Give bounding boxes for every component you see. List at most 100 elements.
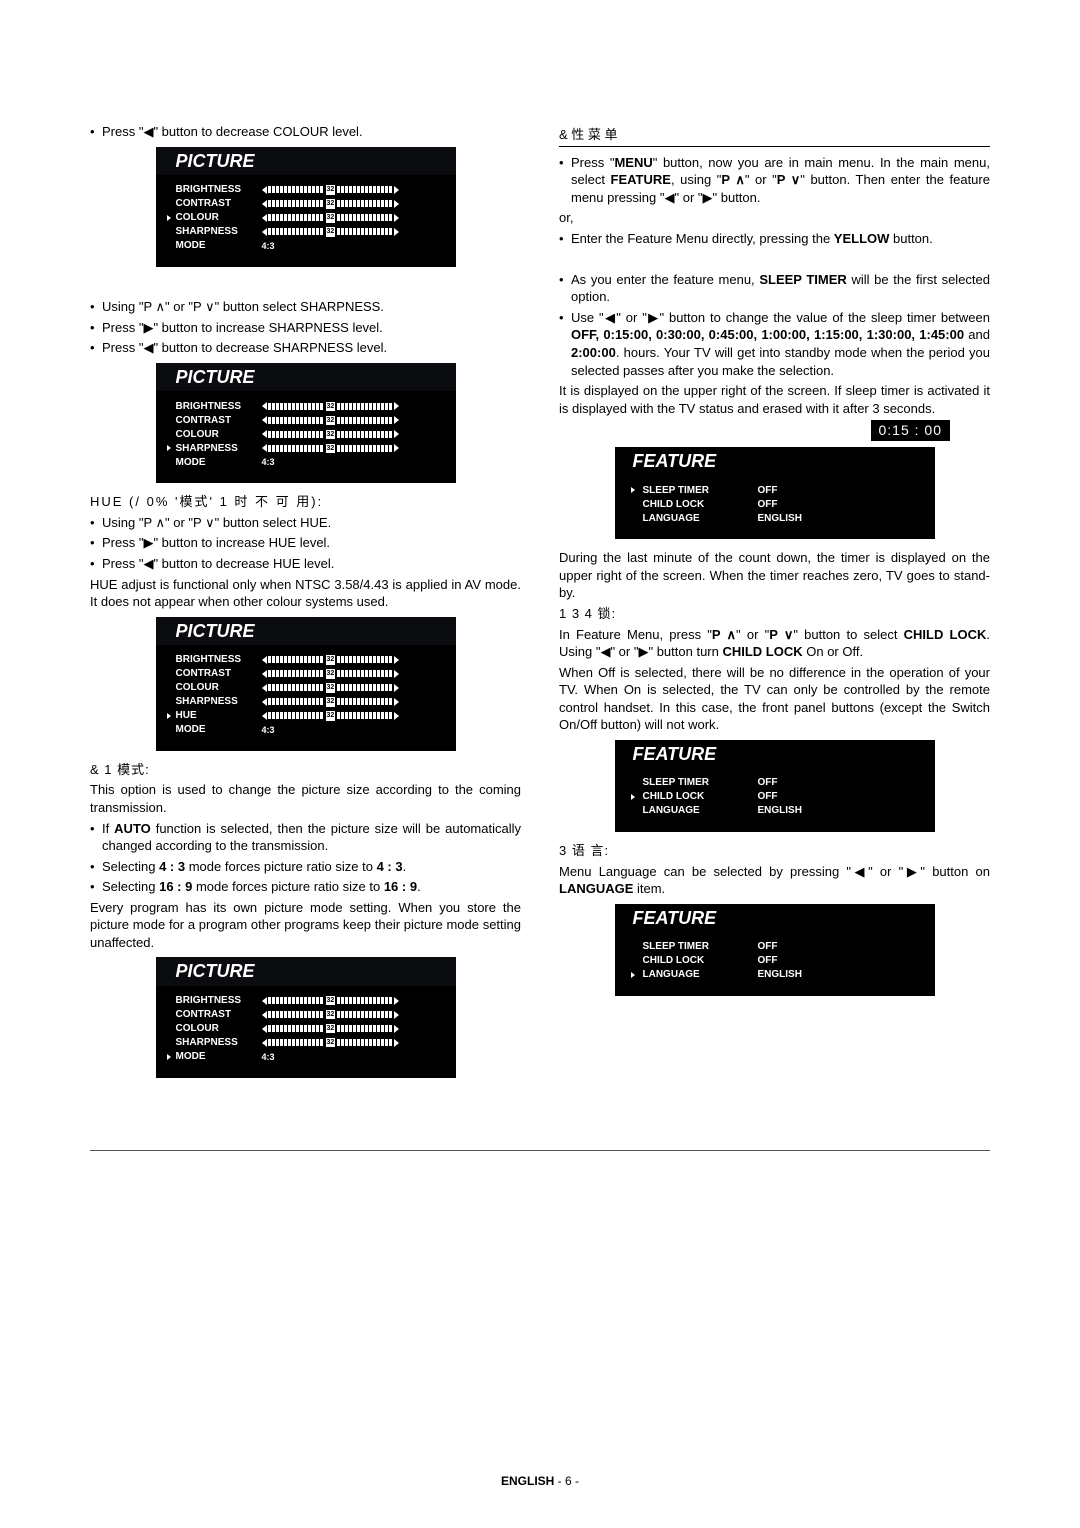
osd-row: COLOUR32 — [168, 681, 444, 695]
osd-title: PICTURE — [156, 957, 456, 985]
osd-label: SLEEP TIMER — [643, 940, 758, 954]
osd-title: FEATURE — [615, 447, 935, 475]
osd-title: FEATURE — [615, 740, 935, 768]
osd-row: BRIGHTNESS32 — [168, 183, 444, 197]
bullet-text: Using "P ∧" or "P ∨" button select HUE. — [102, 514, 521, 532]
osd-label: CONTRAST — [176, 667, 262, 681]
bullet-text: Press "◀" button to decrease COLOUR leve… — [102, 123, 521, 141]
section-label: 1 3 4 锁: — [559, 605, 990, 623]
osd-label: CONTRAST — [176, 414, 262, 428]
osd-value: 32 — [262, 1010, 444, 1019]
page: •Press "◀" button to decrease COLOUR lev… — [0, 0, 1080, 1528]
bullet-text: Use "◀" or "▶" button to change the valu… — [571, 309, 990, 379]
timer-display-row: 0:15 : 00 — [559, 420, 990, 441]
osd-row: LANGUAGEENGLISH — [645, 511, 921, 525]
osd-row: CONTRAST32 — [168, 1008, 444, 1022]
osd-value: 32 — [262, 185, 444, 194]
bullet-text: Press "◀" button to decrease SHARPNESS l… — [102, 339, 521, 357]
bullet-text: If AUTO function is selected, then the p… — [102, 820, 521, 855]
osd-value: 32 — [262, 402, 444, 411]
osd-label: CONTRAST — [176, 197, 262, 211]
paragraph: In Feature Menu, press "P ∧" or "P ∨" bu… — [559, 626, 990, 661]
osd-value: 32 — [262, 655, 444, 664]
osd-value: OFF — [758, 484, 921, 498]
paragraph: This option is used to change the pictur… — [90, 781, 521, 816]
osd-row: MODE4:3 — [168, 239, 444, 253]
osd-value: 32 — [262, 669, 444, 678]
bullet-text: Selecting 16 : 9 mode forces picture rat… — [102, 878, 521, 896]
osd-value: 4:3 — [262, 724, 444, 736]
osd-label: COLOUR — [176, 1022, 262, 1036]
osd-label: HUE — [176, 709, 262, 723]
timer-value: 0:15 : 00 — [871, 420, 951, 441]
osd-row: MODE4:3 — [168, 1050, 444, 1064]
osd-value: 32 — [262, 430, 444, 439]
osd-label: COLOUR — [176, 428, 262, 442]
section-heading: & 性 菜 单 — [559, 126, 990, 147]
osd-label: CHILD LOCK — [643, 498, 758, 512]
osd-row: LANGUAGEENGLISH — [645, 968, 921, 982]
osd-value: 4:3 — [262, 240, 444, 252]
osd-row: CHILD LOCKOFF — [645, 790, 921, 804]
osd-label: BRIGHTNESS — [176, 653, 262, 667]
osd-row: SHARPNESS32 — [168, 1036, 444, 1050]
osd-value: 32 — [262, 1024, 444, 1033]
osd-row: CONTRAST32 — [168, 413, 444, 427]
osd-value: 32 — [262, 697, 444, 706]
osd-label: SLEEP TIMER — [643, 484, 758, 498]
osd-label: BRIGHTNESS — [176, 400, 262, 414]
paragraph: or, — [559, 209, 990, 227]
osd-value: OFF — [758, 940, 921, 954]
osd-label: MODE — [176, 1050, 262, 1064]
osd-label: SLEEP TIMER — [643, 776, 758, 790]
osd-value: 32 — [262, 199, 444, 208]
osd-value: 32 — [262, 444, 444, 453]
osd-row: LANGUAGEENGLISH — [645, 804, 921, 818]
osd-value: 4:3 — [262, 1051, 444, 1063]
osd-label: CHILD LOCK — [643, 954, 758, 968]
osd-title: PICTURE — [156, 363, 456, 391]
osd-value: ENGLISH — [758, 512, 921, 526]
osd-value: OFF — [758, 954, 921, 968]
osd-label: SHARPNESS — [176, 225, 262, 239]
bullet-text: As you enter the feature menu, SLEEP TIM… — [571, 271, 990, 306]
osd-label: LANGUAGE — [643, 804, 758, 818]
section-label: 3 语 言: — [559, 842, 990, 860]
osd-title: PICTURE — [156, 617, 456, 645]
paragraph: Menu Language can be selected by pressin… — [559, 863, 990, 898]
osd-value: ENGLISH — [758, 804, 921, 818]
osd-label: CONTRAST — [176, 1008, 262, 1022]
osd-label: COLOUR — [176, 211, 262, 225]
osd-row: CHILD LOCKOFF — [645, 954, 921, 968]
osd-label: BRIGHTNESS — [176, 183, 262, 197]
picture-osd-hue: PICTURE BRIGHTNESS32CONTRAST32COLOUR32SH… — [156, 617, 456, 751]
osd-row: BRIGHTNESS32 — [168, 399, 444, 413]
paragraph: When Off is selected, there will be no d… — [559, 664, 990, 734]
footer-lang: ENGLISH — [501, 1474, 554, 1488]
osd-value: OFF — [758, 776, 921, 790]
osd-row: COLOUR32 — [168, 427, 444, 441]
osd-label: SHARPNESS — [176, 442, 262, 456]
bullet-text: Press "◀" button to decrease HUE level. — [102, 555, 521, 573]
osd-label: MODE — [176, 723, 262, 737]
osd-label: COLOUR — [176, 681, 262, 695]
osd-row: SHARPNESS32 — [168, 225, 444, 239]
osd-value: ENGLISH — [758, 968, 921, 982]
bullet-text: Using "P ∧" or "P ∨" button select SHARP… — [102, 298, 521, 316]
osd-value: 32 — [262, 416, 444, 425]
osd-value: 32 — [262, 996, 444, 1005]
osd-value: 32 — [262, 711, 444, 720]
osd-value: 32 — [262, 1038, 444, 1047]
bullet-text: Selecting 4 : 3 mode forces picture rati… — [102, 858, 521, 876]
osd-title: FEATURE — [615, 904, 935, 932]
section-label: HUE (/ 0% '模式' 1 时 不 可 用): — [90, 493, 521, 511]
feature-osd-sleep: FEATURE SLEEP TIMEROFFCHILD LOCKOFFLANGU… — [615, 447, 935, 539]
osd-row: SLEEP TIMEROFF — [645, 940, 921, 954]
osd-label: MODE — [176, 456, 262, 470]
left-column: •Press "◀" button to decrease COLOUR lev… — [90, 120, 521, 1088]
osd-label: MODE — [176, 239, 262, 253]
osd-label: CHILD LOCK — [643, 790, 758, 804]
picture-osd-mode: PICTURE BRIGHTNESS32CONTRAST32COLOUR32SH… — [156, 957, 456, 1077]
osd-row: COLOUR32 — [168, 1022, 444, 1036]
picture-osd-colour: PICTURE BRIGHTNESS32CONTRAST32COLOUR32SH… — [156, 147, 456, 267]
